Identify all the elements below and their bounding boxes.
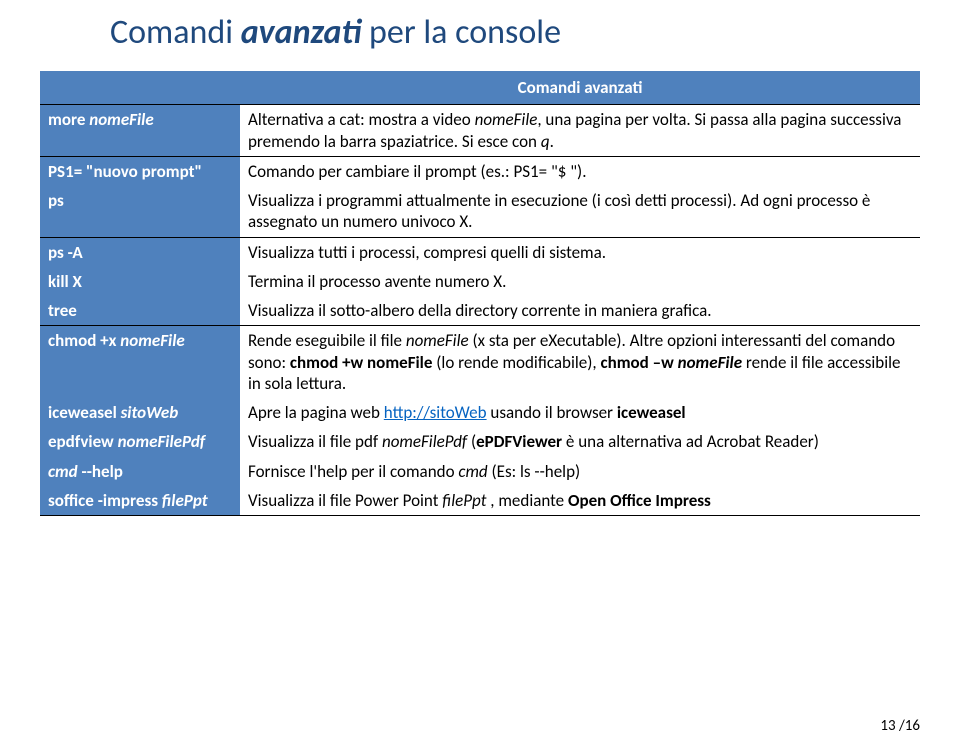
title-emphasis: avanzati xyxy=(241,12,362,53)
description-cell: Fornisce l'help per il comando cmd (Es: … xyxy=(240,457,920,486)
command-cell: tree xyxy=(40,296,240,326)
table-body: more nomeFileAlternativa a cat: mostra a… xyxy=(40,105,920,516)
table-header: Comandi avanzati xyxy=(240,71,920,105)
table-header-accent-left xyxy=(40,71,240,105)
page-footer: 13 /16 xyxy=(880,717,920,735)
page-sep: / xyxy=(896,717,905,735)
table-row: soffice -impress filePptVisualizza il fi… xyxy=(40,486,920,516)
description-cell: Alternativa a cat: mostra a video nomeFi… xyxy=(240,105,920,157)
page-title: Comandi avanzati per la console xyxy=(110,12,920,53)
command-cell: ps xyxy=(40,186,240,237)
command-cell: soffice -impress filePpt xyxy=(40,486,240,516)
command-cell: kill X xyxy=(40,267,240,296)
table-row: chmod +x nomeFileRende eseguibile il fil… xyxy=(40,326,920,398)
title-pre: Comandi xyxy=(110,12,241,53)
title-post: per la console xyxy=(361,12,561,53)
command-cell: epdfview nomeFilePdf xyxy=(40,427,240,456)
command-cell: more nomeFile xyxy=(40,105,240,157)
commands-table: Comandi avanzati more nomeFileAlternativ… xyxy=(40,71,920,516)
page-total: 16 xyxy=(905,717,920,735)
page-number: 13 xyxy=(880,717,895,735)
description-cell: Termina il processo avente numero X. xyxy=(240,267,920,296)
description-cell: Rende eseguibile il file nomeFile (x sta… xyxy=(240,326,920,398)
table-row: treeVisualizza il sotto-albero della dir… xyxy=(40,296,920,326)
table-row: PS1= "nuovo prompt"Comando per cambiare … xyxy=(40,156,920,186)
description-cell: Visualizza tutti i processi, compresi qu… xyxy=(240,237,920,267)
command-cell: ps -A xyxy=(40,237,240,267)
command-cell: cmd --help xyxy=(40,457,240,486)
table-row: ps -AVisualizza tutti i processi, compre… xyxy=(40,237,920,267)
command-cell: iceweasel sitoWeb xyxy=(40,398,240,427)
table-row: epdfview nomeFilePdfVisualizza il file p… xyxy=(40,427,920,456)
description-cell: Visualizza il sotto-albero della directo… xyxy=(240,296,920,326)
table-row: kill XTermina il processo avente numero … xyxy=(40,267,920,296)
table-row: psVisualizza i programmi attualmente in … xyxy=(40,186,920,237)
description-cell: Visualizza il file pdf nomeFilePdf (ePDF… xyxy=(240,427,920,456)
command-cell: PS1= "nuovo prompt" xyxy=(40,156,240,186)
table-row: iceweasel sitoWebApre la pagina web http… xyxy=(40,398,920,427)
command-cell: chmod +x nomeFile xyxy=(40,326,240,398)
table-row: cmd --helpFornisce l'help per il comando… xyxy=(40,457,920,486)
description-cell: Comando per cambiare il prompt (es.: PS1… xyxy=(240,156,920,186)
table-row: more nomeFileAlternativa a cat: mostra a… xyxy=(40,105,920,157)
description-cell: Visualizza il file Power Point filePpt ,… xyxy=(240,486,920,516)
description-cell: Apre la pagina web http://sitoWeb usando… xyxy=(240,398,920,427)
description-cell: Visualizza i programmi attualmente in es… xyxy=(240,186,920,237)
